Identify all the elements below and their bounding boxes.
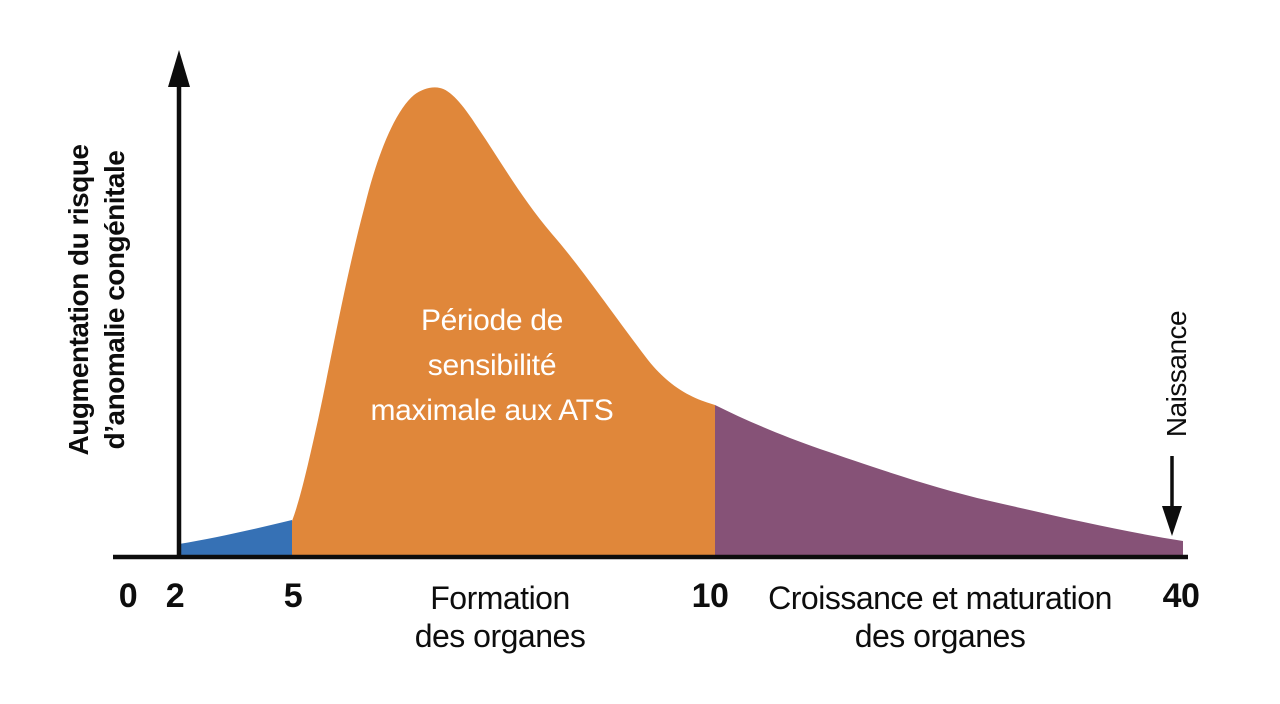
x-tick-10: 10 [691, 577, 729, 615]
area-weeks-10-40 [715, 405, 1183, 556]
peak-sensitivity-label-line1: Période de [420, 304, 564, 337]
y-axis-label-line1: Augmentation du risque [63, 144, 94, 456]
x-tick-40: 40 [1162, 577, 1200, 615]
y-axis-label-line2: d’anomalie congénitale [99, 150, 130, 450]
area-weeks-5-10-peak-sensitivity [292, 87, 715, 556]
birth-arrowhead-icon [1162, 506, 1182, 536]
peak-sensitivity-label-line2: sensibilité [427, 349, 557, 382]
peak-sensitivity-label-line3: maximale aux ATS [370, 394, 614, 427]
x-tick-5: 5 [283, 577, 303, 615]
region-label-croissance-line2: des organes [854, 618, 1026, 654]
region-label-formation-line1: Formation [430, 580, 570, 616]
peak-sensitivity-label: Période de sensibilité maximale aux ATS [302, 298, 682, 433]
x-tick-2: 2 [165, 577, 185, 615]
region-label-croissance: Croissance et maturation des organes [740, 579, 1140, 655]
y-axis-label: Augmentation du risque d’anomalie congén… [61, 70, 133, 530]
y-axis-arrowhead-icon [168, 50, 190, 87]
x-tick-0: 0 [118, 577, 138, 615]
birth-label: Naissance [1161, 310, 1192, 438]
area-weeks-2-5 [179, 520, 292, 556]
region-label-formation: Formation des organes [350, 579, 650, 655]
region-label-formation-line2: des organes [414, 618, 586, 654]
region-label-croissance-line1: Croissance et maturation [768, 580, 1112, 616]
